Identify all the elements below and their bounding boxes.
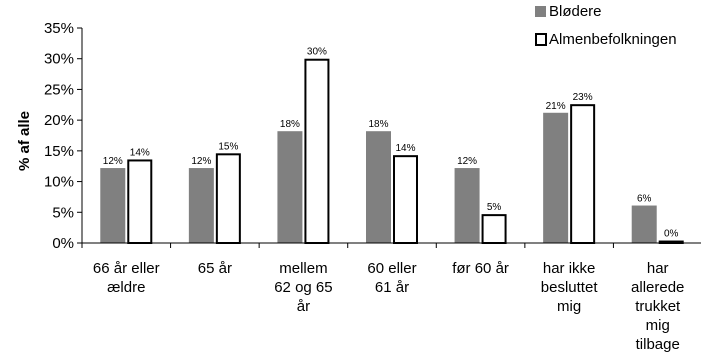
data-labels: 12% 14% 12% 15% 18% 30% 18% 14% 12% 5% 21% 23% 6% 0% — [103, 47, 679, 240]
x-category-label: har — [647, 260, 669, 277]
x-category-label: 65 år — [198, 260, 232, 277]
x-category-label: mellem — [279, 260, 327, 277]
bar-bloedere — [188, 168, 214, 243]
y-tick-label: 35% — [44, 20, 74, 37]
bar-almenbefolkningen — [215, 153, 241, 244]
bar-almenbefolkningen — [127, 159, 153, 244]
bars — [100, 58, 684, 245]
y-tick-label: 25% — [44, 81, 74, 98]
legend-label: Almenbefolkningen — [549, 31, 677, 48]
data-label: 21% — [546, 101, 566, 112]
bar-bloedere — [631, 205, 657, 243]
bar-bloedere — [543, 112, 569, 244]
y-tick-label: 10% — [44, 174, 74, 191]
x-category-label: tilbage — [636, 336, 680, 353]
y-tick-label: 30% — [44, 51, 74, 68]
bar-bloedere — [366, 131, 391, 243]
data-label: 18% — [280, 119, 300, 130]
data-label: 12% — [457, 156, 477, 167]
x-category-label: 60 eller — [367, 260, 416, 277]
x-category-label: ældre — [107, 279, 145, 296]
data-label: 18% — [368, 119, 388, 130]
data-label: 30% — [307, 47, 327, 58]
data-label: 6% — [637, 194, 652, 205]
y-axis-title: % af alle — [16, 111, 33, 171]
x-category-label: mig — [646, 317, 670, 334]
data-label: 0% — [664, 229, 679, 240]
x-category-label: besluttet — [541, 279, 599, 296]
y-tick-label: 20% — [44, 112, 74, 129]
x-category-label: 61 år — [375, 279, 409, 296]
legend: Blødere Almenbefolkningen — [535, 3, 677, 48]
x-category-label: har ikke — [543, 260, 596, 277]
bar-almenbefolkningen — [481, 214, 507, 244]
data-label: 23% — [573, 92, 593, 103]
data-label: 14% — [130, 147, 150, 158]
data-label: 15% — [218, 141, 238, 152]
data-label: 12% — [103, 156, 123, 167]
data-label: 12% — [191, 156, 211, 167]
bar-bloedere — [454, 168, 480, 243]
y-tick-label: 0% — [52, 235, 74, 252]
y-tick-label: 5% — [52, 204, 74, 221]
bar-bloedere — [100, 168, 126, 243]
data-label: 14% — [395, 143, 415, 154]
x-category-label: år — [297, 298, 310, 315]
x-category-label: trukket — [635, 298, 681, 315]
bar-almenbefolkningen — [570, 104, 596, 244]
x-category-label: før 60 år — [452, 260, 509, 277]
legend-label: Blødere — [549, 3, 602, 20]
bar-almenbefolkningen — [304, 58, 330, 245]
axes — [81, 28, 701, 248]
legend-swatch-bloedere — [535, 6, 546, 17]
y-axis-ticks: 0% 5% 10% 15% 20% 25% 30% 35% — [44, 20, 82, 252]
x-category-label: 66 år eller — [93, 260, 160, 277]
legend-swatch-almenbefolkningen — [535, 33, 547, 46]
x-category-label: mig — [557, 298, 581, 315]
y-tick-label: 15% — [44, 143, 74, 160]
category-labels: 66 år eller ældre 65 år mellem 62 og 65 år 60 … — [93, 260, 684, 353]
x-category-label: 62 og 65 — [274, 279, 332, 296]
bar-almenbefolkningen — [393, 155, 418, 245]
x-category-label: allerede — [631, 279, 684, 296]
data-label: 5% — [487, 202, 502, 213]
bar-bloedere — [277, 131, 303, 243]
